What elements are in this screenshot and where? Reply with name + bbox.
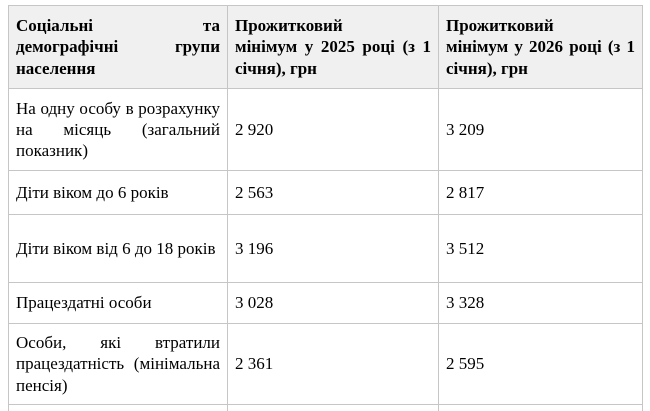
table-row-children-under-6: Діти віком до 6 років 2 563 2 817 <box>8 170 643 215</box>
group-cell: На одну особу в розрахунку на місяць (за… <box>8 88 228 171</box>
group-cell: Діти віком від 6 до 18 років <box>8 214 228 283</box>
table-row-children-6-to-18: Діти віком від 6 до 18 років 3 196 3 512 <box>8 214 643 283</box>
value-2026-cell: 3 512 <box>438 214 643 283</box>
subsistence-minimum-table: Соціальні та демографічні групи населенн… <box>8 5 643 411</box>
table-header-row: Соціальні та демографічні групи населенн… <box>8 5 643 89</box>
value-2025-cell: 3 196 <box>227 214 439 283</box>
value-2025-cell: 2 563 <box>227 170 439 215</box>
table-row-disabled-pension: Особи, які втратили працездатність (міні… <box>8 323 643 405</box>
group-cell: Працездатні особи <box>8 282 228 324</box>
value-2026-cell <box>438 403 643 411</box>
value-2026-cell: 3 209 <box>438 88 643 171</box>
table-row-per-person: На одну особу в розрахунку на місяць (за… <box>8 88 643 171</box>
value-2025-cell: 2 361 <box>227 323 439 405</box>
column-header-minimum-2026: Прожитковий мінімум у 2026 році (з 1 січ… <box>438 5 643 89</box>
value-2025-cell: 3 028 <box>227 282 439 324</box>
column-header-social-groups: Соціальні та демографічні групи населенн… <box>8 5 228 89</box>
table-row-able-bodied: Працездатні особи 3 028 3 328 <box>8 282 643 324</box>
table-row-cut-off <box>8 403 643 411</box>
value-2026-cell: 3 328 <box>438 282 643 324</box>
value-2026-cell: 2 595 <box>438 323 643 405</box>
group-cell: Діти віком до 6 років <box>8 170 228 215</box>
group-cell: Особи, які втратили працездатність (міні… <box>8 323 228 405</box>
value-2026-cell: 2 817 <box>438 170 643 215</box>
column-header-minimum-2025: Прожитковий мінімум у 2025 році (з 1 січ… <box>227 5 439 89</box>
value-2025-cell <box>227 403 439 411</box>
group-cell <box>8 403 228 411</box>
value-2025-cell: 2 920 <box>227 88 439 171</box>
